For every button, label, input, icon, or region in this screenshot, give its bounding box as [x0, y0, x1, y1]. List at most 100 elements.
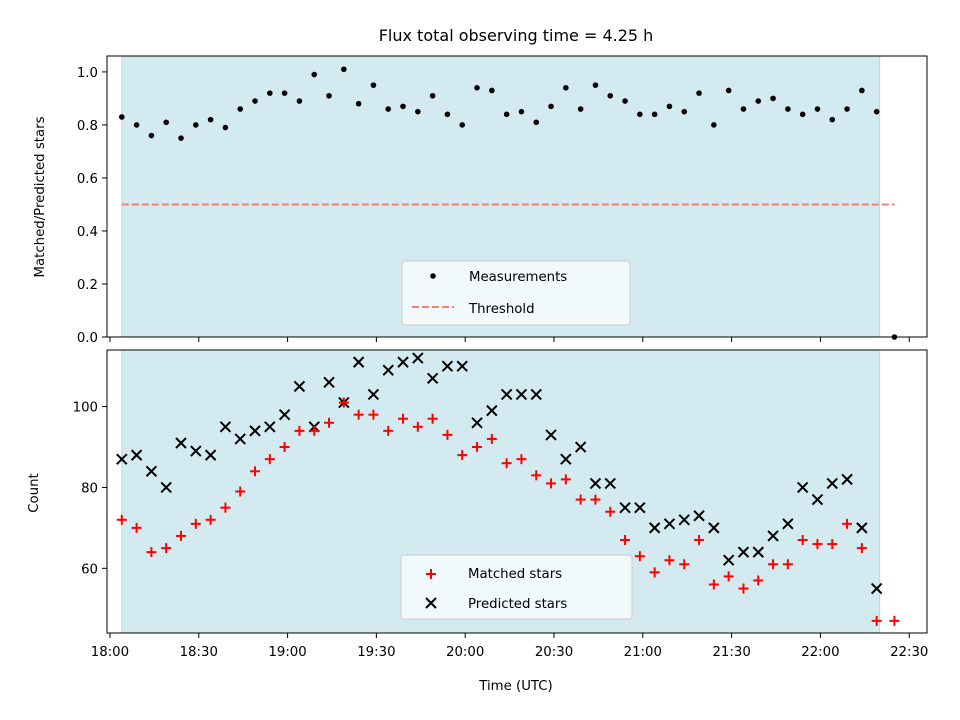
- measurement-point: [178, 135, 184, 141]
- matched-star-point: [560, 474, 571, 485]
- predicted-star-point: [412, 352, 424, 364]
- matched-star-point: [176, 530, 187, 541]
- measurement-point: [859, 87, 865, 94]
- matched-star-point: [383, 425, 394, 436]
- matched-star-point: [368, 409, 379, 420]
- measurement-point: [193, 122, 199, 128]
- predicted-star-point: [870, 582, 883, 595]
- bottom-legend-matched-label: Matched stars: [468, 567, 562, 582]
- predicted-star-point: [826, 477, 838, 490]
- matched-star-point: [649, 567, 660, 578]
- predicted-star-point: [545, 429, 557, 441]
- matched-star-point: [427, 413, 438, 424]
- top-y-axis: 0.0 0.2 0.4 0.6 0.8 1.0: [77, 66, 107, 346]
- predicted-star-point: [397, 356, 409, 368]
- measurement-point: [799, 111, 806, 118]
- bottom-y-axis: 60 80 100: [73, 401, 107, 577]
- measurement-point: [563, 85, 569, 91]
- measurement-point: [429, 92, 436, 99]
- measurement-point: [133, 122, 140, 128]
- measurement-point: [163, 119, 170, 126]
- predicted-star-point: [264, 421, 276, 433]
- top-y-axis-label: Matched/Predicted stars: [33, 116, 48, 277]
- matched-star-point: [501, 458, 512, 469]
- matched-star-point: [531, 470, 542, 481]
- bottom-y-axis-label: Count: [27, 473, 42, 513]
- x-tick-label: 21:30: [712, 645, 750, 660]
- measurement-point: [296, 98, 303, 104]
- matched-star-point: [116, 514, 127, 525]
- bottom-panel: 60 80 100 18:00 18:30 19:00 19:30 20:00 20:30 21…: [27, 349, 928, 694]
- x-tick-label: 18:00: [91, 645, 129, 660]
- predicted-star-point: [130, 449, 143, 461]
- matched-star-point: [190, 518, 201, 529]
- bottom-legend-box: [400, 554, 633, 620]
- top-panel: 0.0 0.2 0.4 0.6 0.8 1.0 Matched/Predicted sta…: [33, 55, 928, 346]
- predicted-star-point: [367, 388, 380, 401]
- matched-star-point: [889, 615, 900, 626]
- predicted-star-point: [426, 372, 439, 385]
- measurement-point: [222, 124, 229, 131]
- measurement-point: [873, 108, 880, 115]
- predicted-star-point: [278, 408, 291, 421]
- bottom-legend-predicted-marker: [425, 597, 437, 609]
- predicted-star-point: [234, 433, 246, 445]
- predicted-star-point: [204, 449, 217, 461]
- matched-star-point: [398, 413, 409, 424]
- matched-star-point: [264, 454, 275, 465]
- matched-star-point: [161, 543, 172, 554]
- predicted-star-point: [293, 380, 306, 393]
- matched-star-point: [738, 583, 749, 594]
- measurement-point: [459, 122, 466, 128]
- bottom-legend-predicted-label: Predicted stars: [468, 597, 567, 612]
- measurement-point: [311, 71, 318, 78]
- matched-star-point: [827, 539, 838, 550]
- matched-star-point: [871, 615, 882, 626]
- measurement-point: [711, 122, 717, 128]
- x-tick-label: 18:30: [180, 645, 218, 660]
- predicted-star-point: [752, 546, 764, 558]
- measurement-point: [637, 111, 643, 118]
- measurement-point: [814, 106, 821, 112]
- measurement-point: [148, 132, 155, 139]
- predicted-star-point: [782, 518, 794, 530]
- predicted-star-point: [811, 493, 824, 506]
- measurement-point: [740, 106, 747, 112]
- matched-star-point: [842, 518, 853, 529]
- predicted-star-point: [708, 522, 720, 534]
- top-measurement-points: [119, 66, 898, 340]
- measurement-point: [281, 90, 288, 96]
- bottom-x-axis-label: Time (UTC): [478, 679, 553, 694]
- matched-star-point: [605, 506, 616, 517]
- matched-star-point: [279, 442, 290, 453]
- matched-star-point: [412, 421, 423, 432]
- top-legend: Measurements Threshold: [401, 260, 631, 326]
- bottom-x-axis: 18:00 18:30 19:00 19:30 20:00 20:30 21:00 21:30…: [91, 633, 928, 660]
- top-legend-measurement-marker: [430, 273, 436, 279]
- matched-star-point: [457, 450, 468, 461]
- measurement-point: [503, 111, 510, 118]
- matched-star-point: [205, 514, 216, 525]
- predicted-star-point: [515, 388, 528, 401]
- measurement-point: [341, 66, 347, 73]
- predicted-star-point: [604, 477, 616, 490]
- predicted-star-point: [619, 501, 631, 514]
- predicted-star-point: [530, 388, 542, 401]
- y-tick-label: 0.0: [77, 331, 98, 346]
- predicted-star-point: [737, 546, 750, 558]
- bottom-plot-frame: [106, 349, 928, 634]
- predicted-star-point: [796, 481, 809, 494]
- x-tick-label: 22:00: [801, 645, 839, 660]
- measurement-point: [267, 90, 273, 96]
- y-tick-label: 100: [73, 401, 98, 416]
- matched-star-point: [812, 539, 823, 550]
- y-tick-label: 80: [81, 481, 98, 496]
- bottom-legend-matched-marker: [426, 569, 436, 579]
- matched-star-point: [694, 535, 705, 546]
- predicted-star-point: [648, 522, 661, 534]
- predicted-star-point: [722, 554, 735, 566]
- measurement-point: [474, 85, 480, 91]
- measurement-point: [829, 116, 836, 123]
- measurement-point: [607, 92, 614, 99]
